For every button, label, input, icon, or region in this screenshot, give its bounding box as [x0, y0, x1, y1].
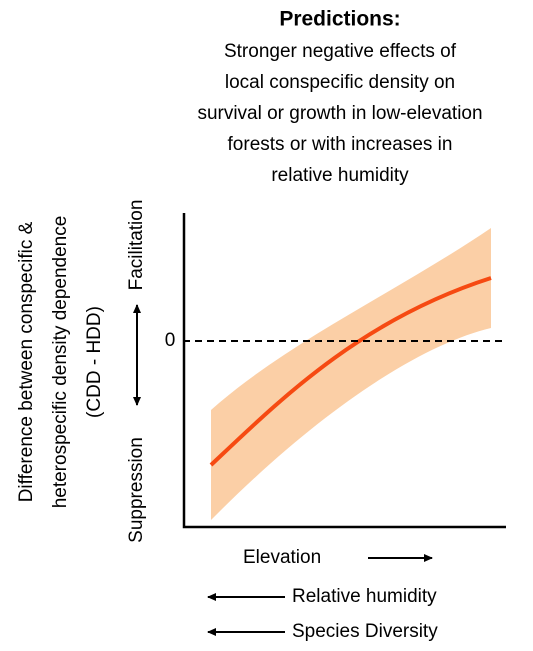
y-axis-label: (CDD - HDD) [84, 306, 105, 418]
x-axis-label: Elevation [243, 547, 321, 568]
y-axis-label: Difference between conspecific & [16, 221, 37, 502]
prediction-line: local conspecific density on [225, 72, 455, 93]
axes [182, 213, 506, 529]
y-axis-label: heterospecific density dependence [50, 216, 71, 509]
facilitation-label: Facilitation [126, 200, 147, 291]
prediction-line: forests or with increases in [228, 134, 453, 155]
zero-label: 0 [165, 330, 176, 351]
prediction-line: survival or growth in low-elevation [197, 103, 482, 124]
title: Predictions: [279, 8, 400, 31]
suppression-label: Suppression [126, 437, 147, 543]
prediction-line: Stronger negative effects of [224, 41, 457, 62]
confidence-band [211, 228, 491, 520]
trend-curve [209, 276, 492, 467]
gradient-label: Species Diversity [292, 621, 438, 642]
prediction-line: relative humidity [271, 165, 409, 186]
gradient-label: Relative humidity [292, 586, 437, 607]
